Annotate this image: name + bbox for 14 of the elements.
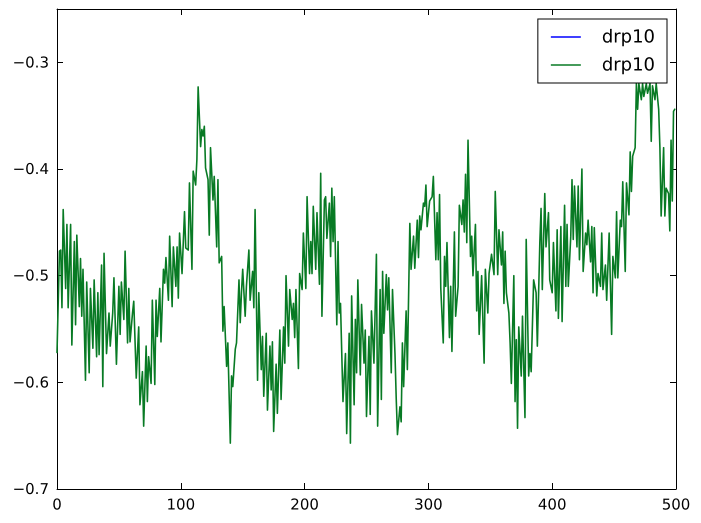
x-tick-label: 500 [662, 496, 690, 514]
x-tick-label: 400 [538, 496, 567, 514]
y-tick-label: −0.5 [12, 266, 49, 285]
line-series [56, 82, 676, 444]
y-tick-label: −0.3 [12, 53, 49, 72]
x-tick-label: 200 [290, 496, 319, 514]
y-tick-label: −0.7 [12, 480, 49, 498]
x-tick-label: 300 [414, 496, 443, 514]
legend-label: drp10 [602, 26, 655, 48]
x-tick-label: 100 [166, 496, 196, 514]
y-tick-label: −0.4 [12, 160, 49, 178]
y-tick-label: −0.6 [12, 373, 49, 392]
legend-label: drp10 [602, 54, 655, 76]
x-tick-label: 0 [52, 496, 62, 514]
